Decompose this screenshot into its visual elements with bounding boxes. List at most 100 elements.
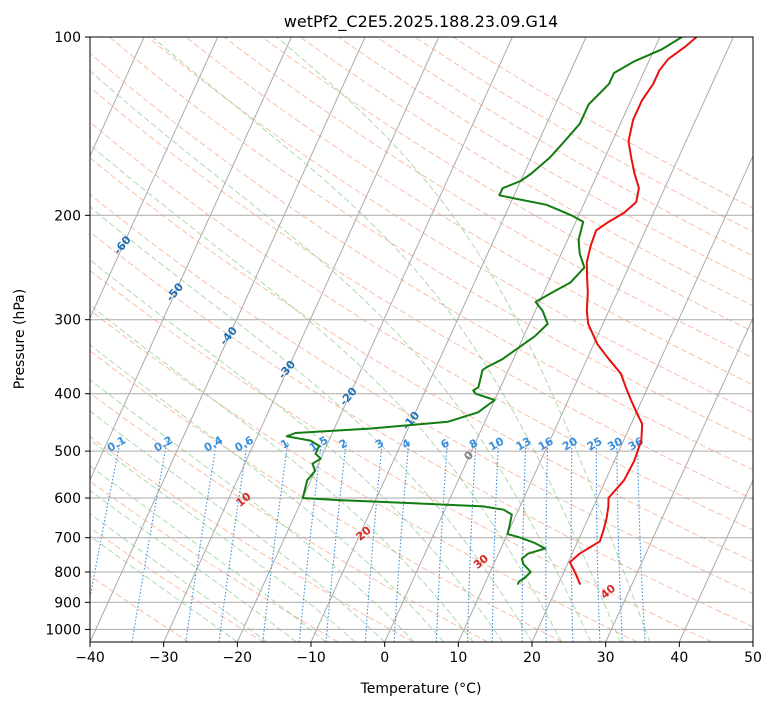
isotherm-line bbox=[90, 37, 219, 320]
mixing-ratio-line bbox=[393, 440, 410, 642]
x-tick-label: 40 bbox=[670, 650, 688, 666]
x-tick-label: 30 bbox=[597, 650, 615, 666]
dry-adiabat-label: 10 bbox=[234, 490, 254, 510]
moist-adiabat-line bbox=[90, 344, 444, 642]
x-tick-label: 20 bbox=[523, 650, 541, 666]
mixing-ratio-line bbox=[595, 440, 601, 642]
isotherm-line bbox=[605, 316, 753, 642]
mixing-ratio-line bbox=[570, 440, 574, 642]
isotherm-line bbox=[0, 37, 70, 642]
isotherm-line bbox=[752, 640, 753, 642]
isotherm-line bbox=[531, 154, 753, 642]
isotherm-line bbox=[90, 37, 292, 482]
x-tick-label: 10 bbox=[449, 650, 467, 666]
moist-adiabat-line bbox=[90, 304, 474, 642]
x-tick-label: −20 bbox=[223, 650, 253, 666]
dry-adiabat-line bbox=[90, 193, 753, 595]
dry-adiabat-line bbox=[90, 269, 712, 642]
moist-adiabat-line bbox=[90, 379, 415, 642]
moist-adiabat-line bbox=[90, 410, 386, 642]
moist-adiabat-line bbox=[151, 37, 621, 642]
isotherm-label: -30 bbox=[276, 358, 299, 382]
x-tick-label: −40 bbox=[75, 650, 105, 666]
mixing-ratio-line bbox=[545, 440, 549, 642]
moist-adiabat-line bbox=[276, 37, 651, 642]
isotherm-line bbox=[163, 37, 440, 642]
dry-adiabat-line bbox=[90, 157, 753, 562]
moist-adiabat-line bbox=[90, 144, 562, 642]
mixing-ratio-line bbox=[325, 440, 347, 642]
dry-adiabat-line bbox=[90, 435, 414, 642]
dry-adiabat-line bbox=[90, 575, 190, 642]
dry-adiabat-line bbox=[90, 392, 488, 642]
dewpoint-profile-line bbox=[285, 37, 683, 586]
y-tick-label: 800 bbox=[54, 565, 81, 581]
mixing-ratio-label: 2 bbox=[337, 437, 350, 452]
y-tick-label: 600 bbox=[54, 491, 81, 507]
x-tick-label: −30 bbox=[149, 650, 179, 666]
chart-title: wetPf2_C2E5.2025.188.23.09.G14 bbox=[284, 12, 558, 32]
isotherm-label: -70 bbox=[60, 184, 83, 208]
dry-adiabat-line bbox=[223, 37, 753, 359]
y-tick-label: 200 bbox=[54, 208, 81, 224]
y-tick-label: 100 bbox=[54, 30, 81, 46]
isotherm-line bbox=[90, 37, 145, 158]
mixing-ratio-line bbox=[491, 440, 500, 642]
x-tick-label: 0 bbox=[380, 650, 389, 666]
plot-frame bbox=[89, 36, 754, 643]
x-tick-label: 50 bbox=[744, 650, 762, 666]
x-axis-label: Temperature (°C) bbox=[360, 681, 482, 697]
dry-adiabat-line bbox=[338, 37, 753, 282]
isotherm-label: -10 bbox=[400, 409, 423, 433]
isotherm-label: -50 bbox=[163, 280, 186, 304]
y-tick-label: 400 bbox=[54, 387, 81, 403]
isotherm-label: -60 bbox=[111, 233, 134, 257]
series-group bbox=[285, 37, 698, 586]
y-tick-label: 300 bbox=[54, 313, 81, 329]
mixing-ratio-line bbox=[298, 440, 323, 642]
isotherm-line bbox=[90, 37, 366, 642]
mixing-ratio-label: 4 bbox=[400, 436, 413, 451]
mixing-ratio-line bbox=[466, 440, 477, 642]
moist-adiabat-line bbox=[90, 465, 327, 642]
mixing-ratio-line bbox=[185, 440, 218, 642]
isotherm-label: -80 bbox=[10, 132, 33, 156]
mixing-ratio-line bbox=[218, 440, 249, 642]
isotherm-line bbox=[678, 478, 753, 642]
moist-adiabat-line bbox=[90, 70, 592, 642]
dry-adiabat-label: 20 bbox=[354, 523, 374, 543]
dry-adiabat-line bbox=[90, 350, 563, 642]
x-tick-label: −10 bbox=[296, 650, 326, 666]
line-labels: 0.10.20.40.611.52346810131620253036-100-… bbox=[10, 132, 646, 602]
moist-adiabat-line bbox=[90, 206, 533, 642]
dry-adiabat-label: 40 bbox=[598, 582, 618, 602]
mixing-ratio-line bbox=[90, 440, 121, 601]
y-tick-label: 500 bbox=[54, 444, 81, 460]
mixing-ratio-line bbox=[521, 440, 527, 642]
dry-adiabat-line bbox=[90, 309, 638, 642]
y-tick-label: 900 bbox=[54, 595, 81, 611]
mixing-ratio-line bbox=[435, 440, 449, 642]
isotherm-line bbox=[236, 37, 513, 642]
mixing-ratio-line bbox=[637, 440, 646, 642]
mixing-ratio-line bbox=[262, 440, 289, 642]
moist-adiabat-line bbox=[90, 535, 238, 642]
y-axis-label: Pressure (hPa) bbox=[12, 289, 28, 389]
mixing-ratio-line bbox=[131, 440, 168, 642]
moist-adiabat-line bbox=[90, 439, 356, 642]
moist-adiabat-line bbox=[90, 259, 503, 642]
isotherm-label: -20 bbox=[337, 385, 360, 409]
dry-adiabat-line bbox=[147, 37, 753, 414]
mixing-ratio-label: 3 bbox=[373, 437, 386, 452]
dry-adiabat-line bbox=[109, 37, 753, 442]
dry-adiabat-line bbox=[90, 231, 753, 628]
dry-adiabat-line bbox=[185, 37, 753, 386]
y-tick-label: 1000 bbox=[45, 622, 81, 638]
isotherm-line bbox=[310, 37, 587, 642]
moist-adiabat-line bbox=[90, 489, 297, 642]
dry-adiabat-line bbox=[90, 86, 753, 501]
dry-adiabat-line bbox=[300, 37, 753, 307]
mixing-ratio-line bbox=[364, 440, 383, 642]
y-tick-label: 700 bbox=[54, 531, 81, 547]
